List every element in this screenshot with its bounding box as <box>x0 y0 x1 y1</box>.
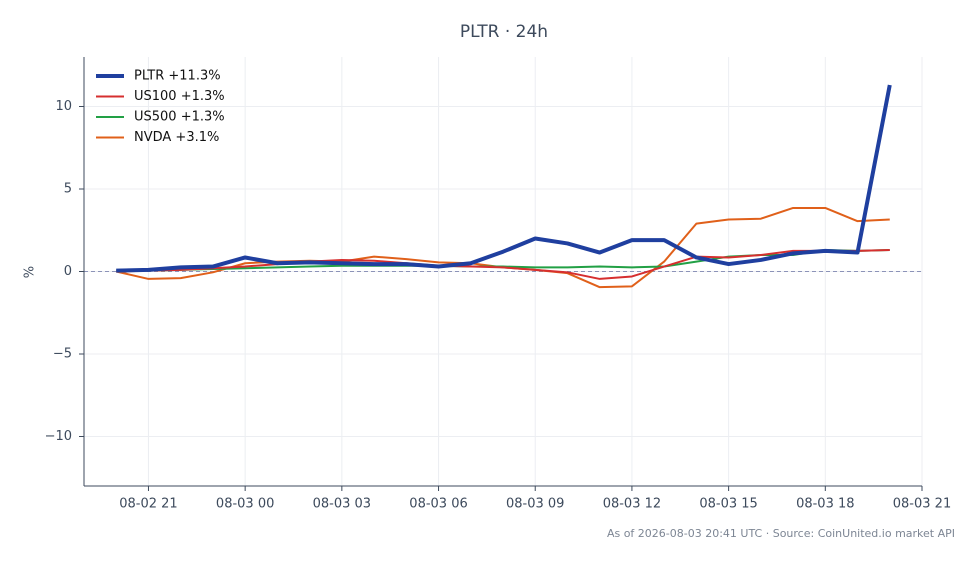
x-tick-label: 08-02 21 <box>119 497 177 512</box>
y-tick-label: −10 <box>45 429 72 444</box>
y-tick-label: 10 <box>55 99 72 114</box>
y-axis-label: % <box>23 266 38 278</box>
footer: As of 2026-08-03 20:41 UTC · Source: Coi… <box>607 527 955 540</box>
legend-label: PLTR +11.3% <box>134 69 221 84</box>
chart-title: PLTR · 24h <box>460 22 548 42</box>
x-tick-label: 08-03 06 <box>409 497 467 512</box>
legend-label: US100 +1.3% <box>134 89 225 104</box>
y-tick-label: 0 <box>64 264 72 279</box>
series-line <box>116 206 890 289</box>
x-tick-label: 08-03 00 <box>216 497 274 512</box>
x-tick-label: 08-03 09 <box>506 497 564 512</box>
x-tick-label: 08-03 18 <box>796 497 854 512</box>
series-line <box>116 84 892 273</box>
x-tick-label: 08-03 15 <box>699 497 757 512</box>
legend-label: US500 +1.3% <box>134 110 225 125</box>
x-tick-label: 08-03 12 <box>603 497 661 512</box>
legend-label: NVDA +3.1% <box>134 130 219 145</box>
y-tick-label: −5 <box>53 347 72 362</box>
x-tick-label: 08-03 21 <box>893 497 951 512</box>
series-line <box>116 249 890 280</box>
x-tick-label: 08-03 03 <box>313 497 371 512</box>
y-tick-label: 5 <box>64 182 72 197</box>
